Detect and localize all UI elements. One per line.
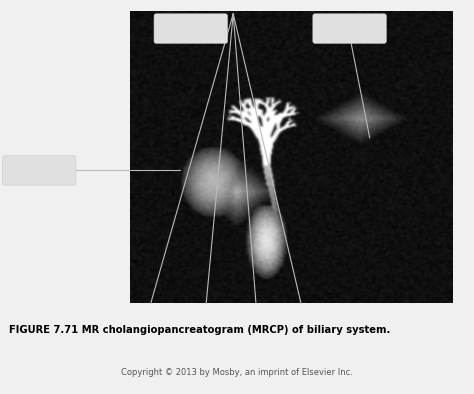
FancyBboxPatch shape bbox=[154, 14, 228, 43]
FancyBboxPatch shape bbox=[2, 156, 76, 185]
FancyBboxPatch shape bbox=[313, 14, 386, 43]
Text: Copyright © 2013 by Mosby, an imprint of Elsevier Inc.: Copyright © 2013 by Mosby, an imprint of… bbox=[121, 368, 353, 377]
Text: FIGURE 7.71 MR cholangiopancreatogram (MRCP) of biliary system.: FIGURE 7.71 MR cholangiopancreatogram (M… bbox=[9, 325, 391, 335]
